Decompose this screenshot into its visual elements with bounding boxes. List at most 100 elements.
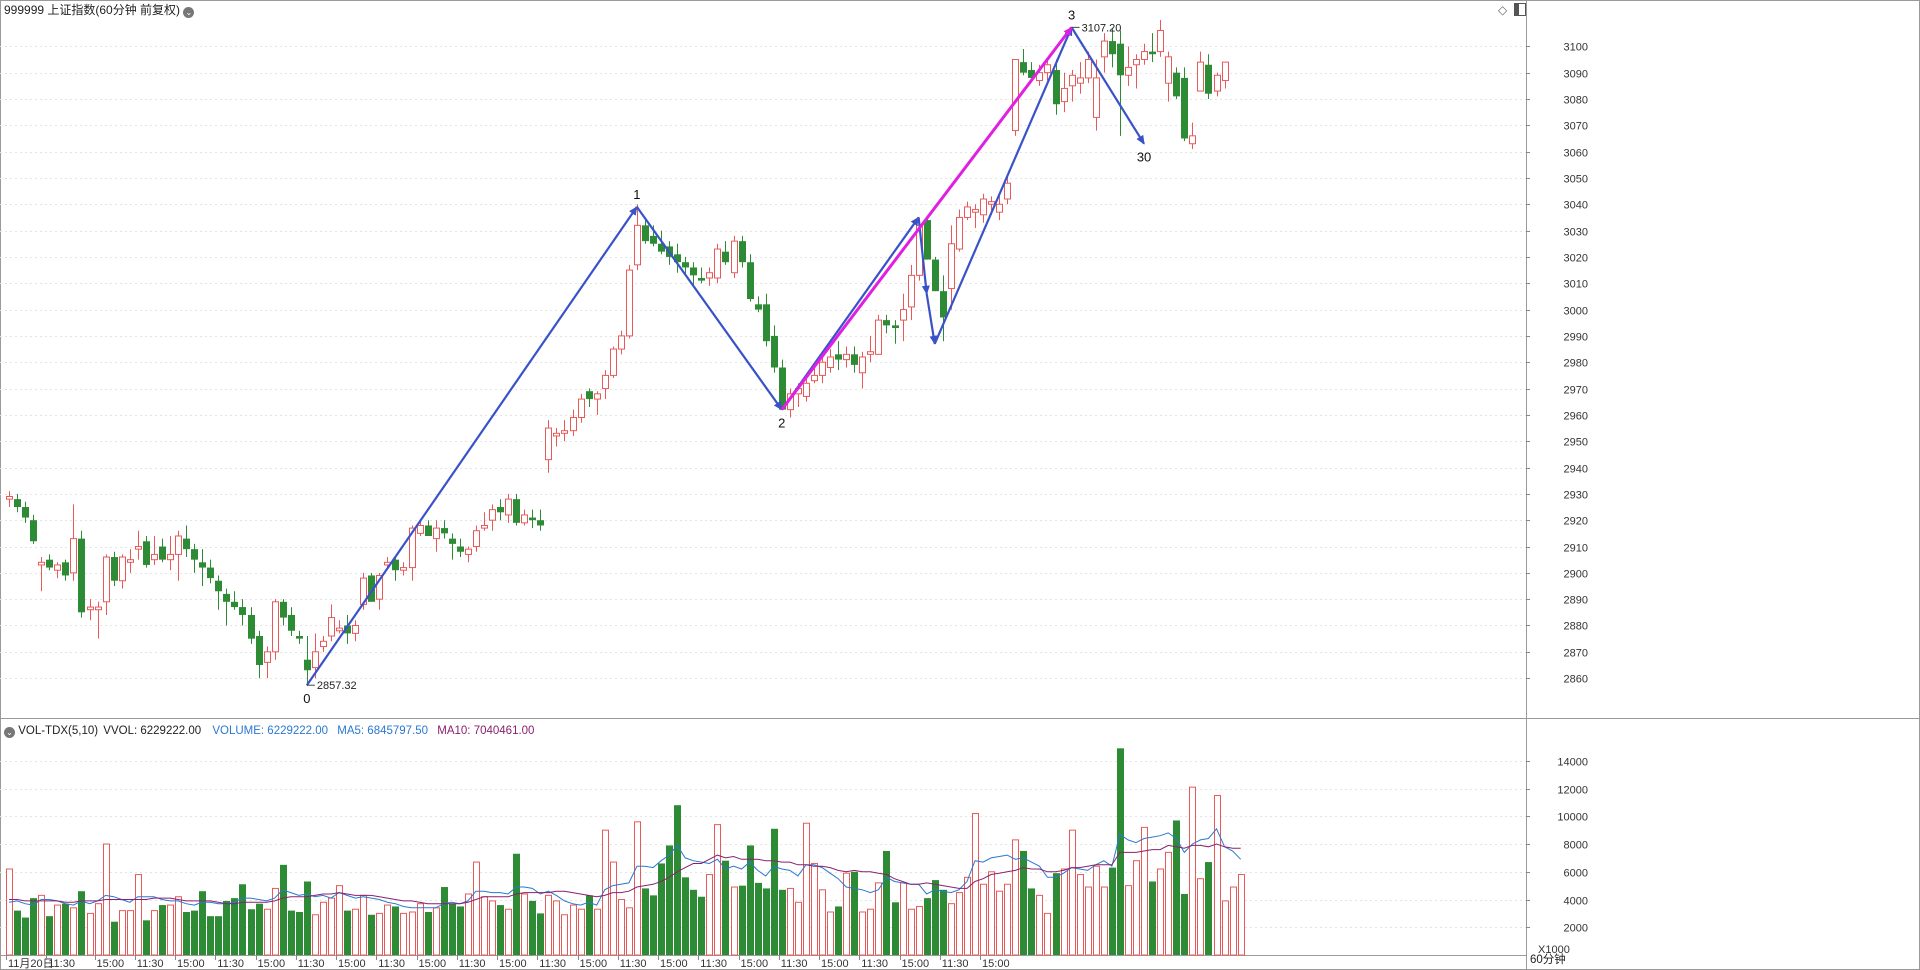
- candle: [1189, 122, 1196, 149]
- candle: [215, 575, 222, 610]
- volume-bar: [30, 898, 37, 955]
- volume-bar: [795, 901, 802, 956]
- candle: [70, 504, 77, 581]
- candle-body: [14, 499, 21, 508]
- volume-bar: [714, 824, 721, 956]
- volume-bar: [22, 917, 29, 955]
- candle-body: [883, 320, 890, 326]
- candle-body: [996, 203, 1003, 213]
- volume-bar: [1069, 829, 1076, 956]
- candle: [1061, 72, 1068, 113]
- diamond-icon[interactable]: ◇: [1498, 3, 1508, 17]
- candle-body: [650, 235, 657, 244]
- candle-body: [344, 625, 351, 634]
- volume-bar: [739, 885, 746, 955]
- candle: [119, 554, 126, 589]
- volume-bar: [1085, 886, 1092, 956]
- volume-bar: [883, 850, 890, 955]
- candle: [505, 493, 512, 523]
- candle-body: [892, 325, 899, 329]
- price-tick-label: 3070: [1564, 121, 1588, 133]
- volume-tick-label: 4000: [1564, 896, 1588, 908]
- volume-bar: [940, 889, 947, 955]
- volume-bar: [594, 908, 601, 956]
- wave-labels: 0 1 2 3 30 2857.32 3107.20: [303, 7, 1151, 706]
- candle-body: [545, 427, 552, 461]
- title-dropdown-icon[interactable]: ⌄: [183, 7, 195, 18]
- volume-bar: [811, 862, 818, 956]
- volume-bars[interactable]: [6, 748, 1245, 956]
- candle-body: [1004, 182, 1011, 200]
- volume-bar: [1077, 874, 1084, 956]
- candle: [634, 204, 641, 271]
- volume-dropdown-icon[interactable]: ⌄: [4, 727, 15, 738]
- candle: [996, 196, 1003, 221]
- candle-body: [537, 520, 544, 526]
- candle-body: [159, 546, 166, 560]
- volume-bar: [38, 894, 45, 956]
- panel-toggle-icon[interactable]: [1514, 3, 1526, 16]
- price-tick-label: 3030: [1564, 227, 1588, 239]
- volume-bar: [1222, 900, 1229, 956]
- volume-bar: [304, 881, 311, 955]
- period-label[interactable]: 60分钟: [1530, 954, 1566, 966]
- volume-bar: [956, 892, 963, 956]
- volume-bar: [376, 912, 383, 956]
- time-tick-label: 11月20日: [8, 958, 54, 970]
- candle-body: [336, 627, 343, 632]
- candle-body: [457, 546, 464, 552]
- candle: [578, 393, 585, 423]
- candle-body: [328, 617, 335, 637]
- candle-body: [239, 607, 246, 615]
- volume-bar: [95, 903, 102, 956]
- candle-body: [722, 251, 729, 263]
- volume-bar: [264, 908, 271, 956]
- volume-bar: [352, 908, 359, 956]
- volume-bar: [384, 904, 391, 956]
- time-tick-label: 11:30: [539, 958, 566, 970]
- volume-bar: [46, 916, 53, 955]
- volume-bar: [924, 898, 931, 955]
- candle-body: [610, 348, 617, 376]
- price-gridlines: [0, 46, 1526, 679]
- candle-body: [87, 606, 94, 611]
- volume-bar: [62, 903, 69, 955]
- candle-body: [135, 546, 142, 550]
- volume-bar: [256, 903, 263, 955]
- candle-body: [1053, 70, 1060, 105]
- volume-bar: [135, 874, 142, 956]
- candle: [1165, 51, 1172, 102]
- candle-body: [706, 272, 713, 279]
- candle: [714, 243, 721, 284]
- candle: [489, 504, 496, 531]
- candle-body: [223, 593, 230, 602]
- candle: [682, 256, 689, 276]
- candle: [103, 554, 110, 615]
- candle: [586, 388, 593, 407]
- candle: [159, 538, 166, 563]
- candle: [698, 267, 705, 284]
- candle: [875, 314, 882, 355]
- candle: [62, 559, 69, 581]
- candle: [843, 346, 850, 368]
- wave-label: 3: [1068, 7, 1075, 22]
- candle-body: [489, 509, 496, 521]
- candlestick-series[interactable]: [6, 20, 1229, 687]
- volume-bar: [980, 883, 987, 956]
- volume-bar: [545, 894, 552, 956]
- candle: [618, 330, 625, 355]
- candle: [626, 264, 633, 339]
- candle: [642, 220, 649, 244]
- candle-body: [811, 374, 818, 382]
- candle: [449, 533, 456, 560]
- time-tick-label: 15:00: [902, 958, 930, 970]
- candle-body: [561, 430, 568, 434]
- volume-bar: [1230, 886, 1237, 956]
- time-tick-label: 15:00: [580, 958, 608, 970]
- candle-body: [634, 224, 641, 266]
- magenta-trend-line: [780, 26, 1073, 411]
- candle: [722, 241, 729, 265]
- volume-bar: [417, 903, 424, 956]
- volume-bar: [425, 912, 432, 955]
- candle-body: [924, 220, 931, 260]
